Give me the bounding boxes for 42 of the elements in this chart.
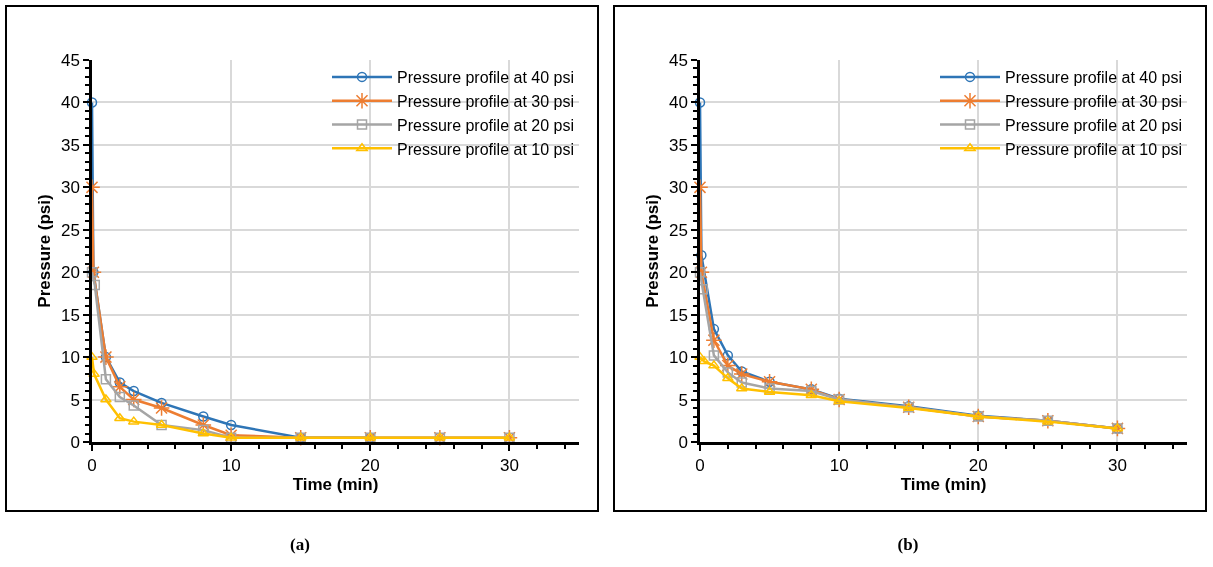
- x-tick-label: 0: [87, 456, 97, 476]
- y-axis-title: Pressure (psi): [35, 194, 55, 308]
- x-tick-label: 20: [968, 456, 988, 476]
- x-tick-label: 30: [1107, 456, 1127, 476]
- x-tick-label: 10: [829, 456, 849, 476]
- legend-label: Pressure profile at 40 psi: [397, 69, 574, 87]
- legend-label: Pressure profile at 40 psi: [1005, 69, 1182, 87]
- y-tick-label: 0: [678, 432, 688, 452]
- legend-label: Pressure profile at 20 psi: [1005, 116, 1182, 134]
- y-tick-label: 25: [60, 220, 80, 240]
- legend-label: Pressure profile at 20 psi: [397, 116, 574, 134]
- legend-label: Pressure profile at 10 psi: [397, 140, 574, 158]
- y-tick-label: 40: [60, 93, 80, 113]
- y-tick-label: 0: [70, 432, 80, 452]
- y-tick-label: 45: [668, 50, 688, 70]
- text: (b): [896, 535, 920, 555]
- x-tick-label: 30: [499, 456, 519, 476]
- x-axis-title: Time (min): [292, 475, 379, 495]
- y-tick-label: 15: [668, 305, 688, 325]
- x-tick-label: 0: [695, 456, 705, 476]
- y-tick-label: 30: [60, 178, 80, 198]
- y-tick-label: 10: [668, 348, 688, 368]
- y-tick-label: 5: [70, 390, 80, 410]
- y-tick-label: 20: [60, 263, 80, 283]
- legend-label: Pressure profile at 10 psi: [1005, 140, 1182, 158]
- y-axis-title: Pressure (psi): [643, 194, 663, 308]
- y-tick-label: 25: [668, 220, 688, 240]
- x-tick-label: 10: [221, 456, 241, 476]
- legend-label: Pressure profile at 30 psi: [1005, 92, 1182, 110]
- x-axis-title: Time (min): [900, 475, 987, 495]
- y-tick-label: 20: [668, 263, 688, 283]
- y-tick-label: 35: [60, 135, 80, 155]
- y-tick-label: 45: [60, 50, 80, 70]
- y-tick-label: 5: [678, 390, 688, 410]
- legend-label: Pressure profile at 30 psi: [397, 92, 574, 110]
- y-tick-label: 30: [668, 178, 688, 198]
- x-tick-label: 20: [360, 456, 380, 476]
- y-tick-label: 40: [668, 93, 688, 113]
- y-tick-label: 35: [668, 135, 688, 155]
- y-tick-label: 10: [60, 348, 80, 368]
- text: (a): [289, 535, 311, 555]
- y-tick-label: 15: [60, 305, 80, 325]
